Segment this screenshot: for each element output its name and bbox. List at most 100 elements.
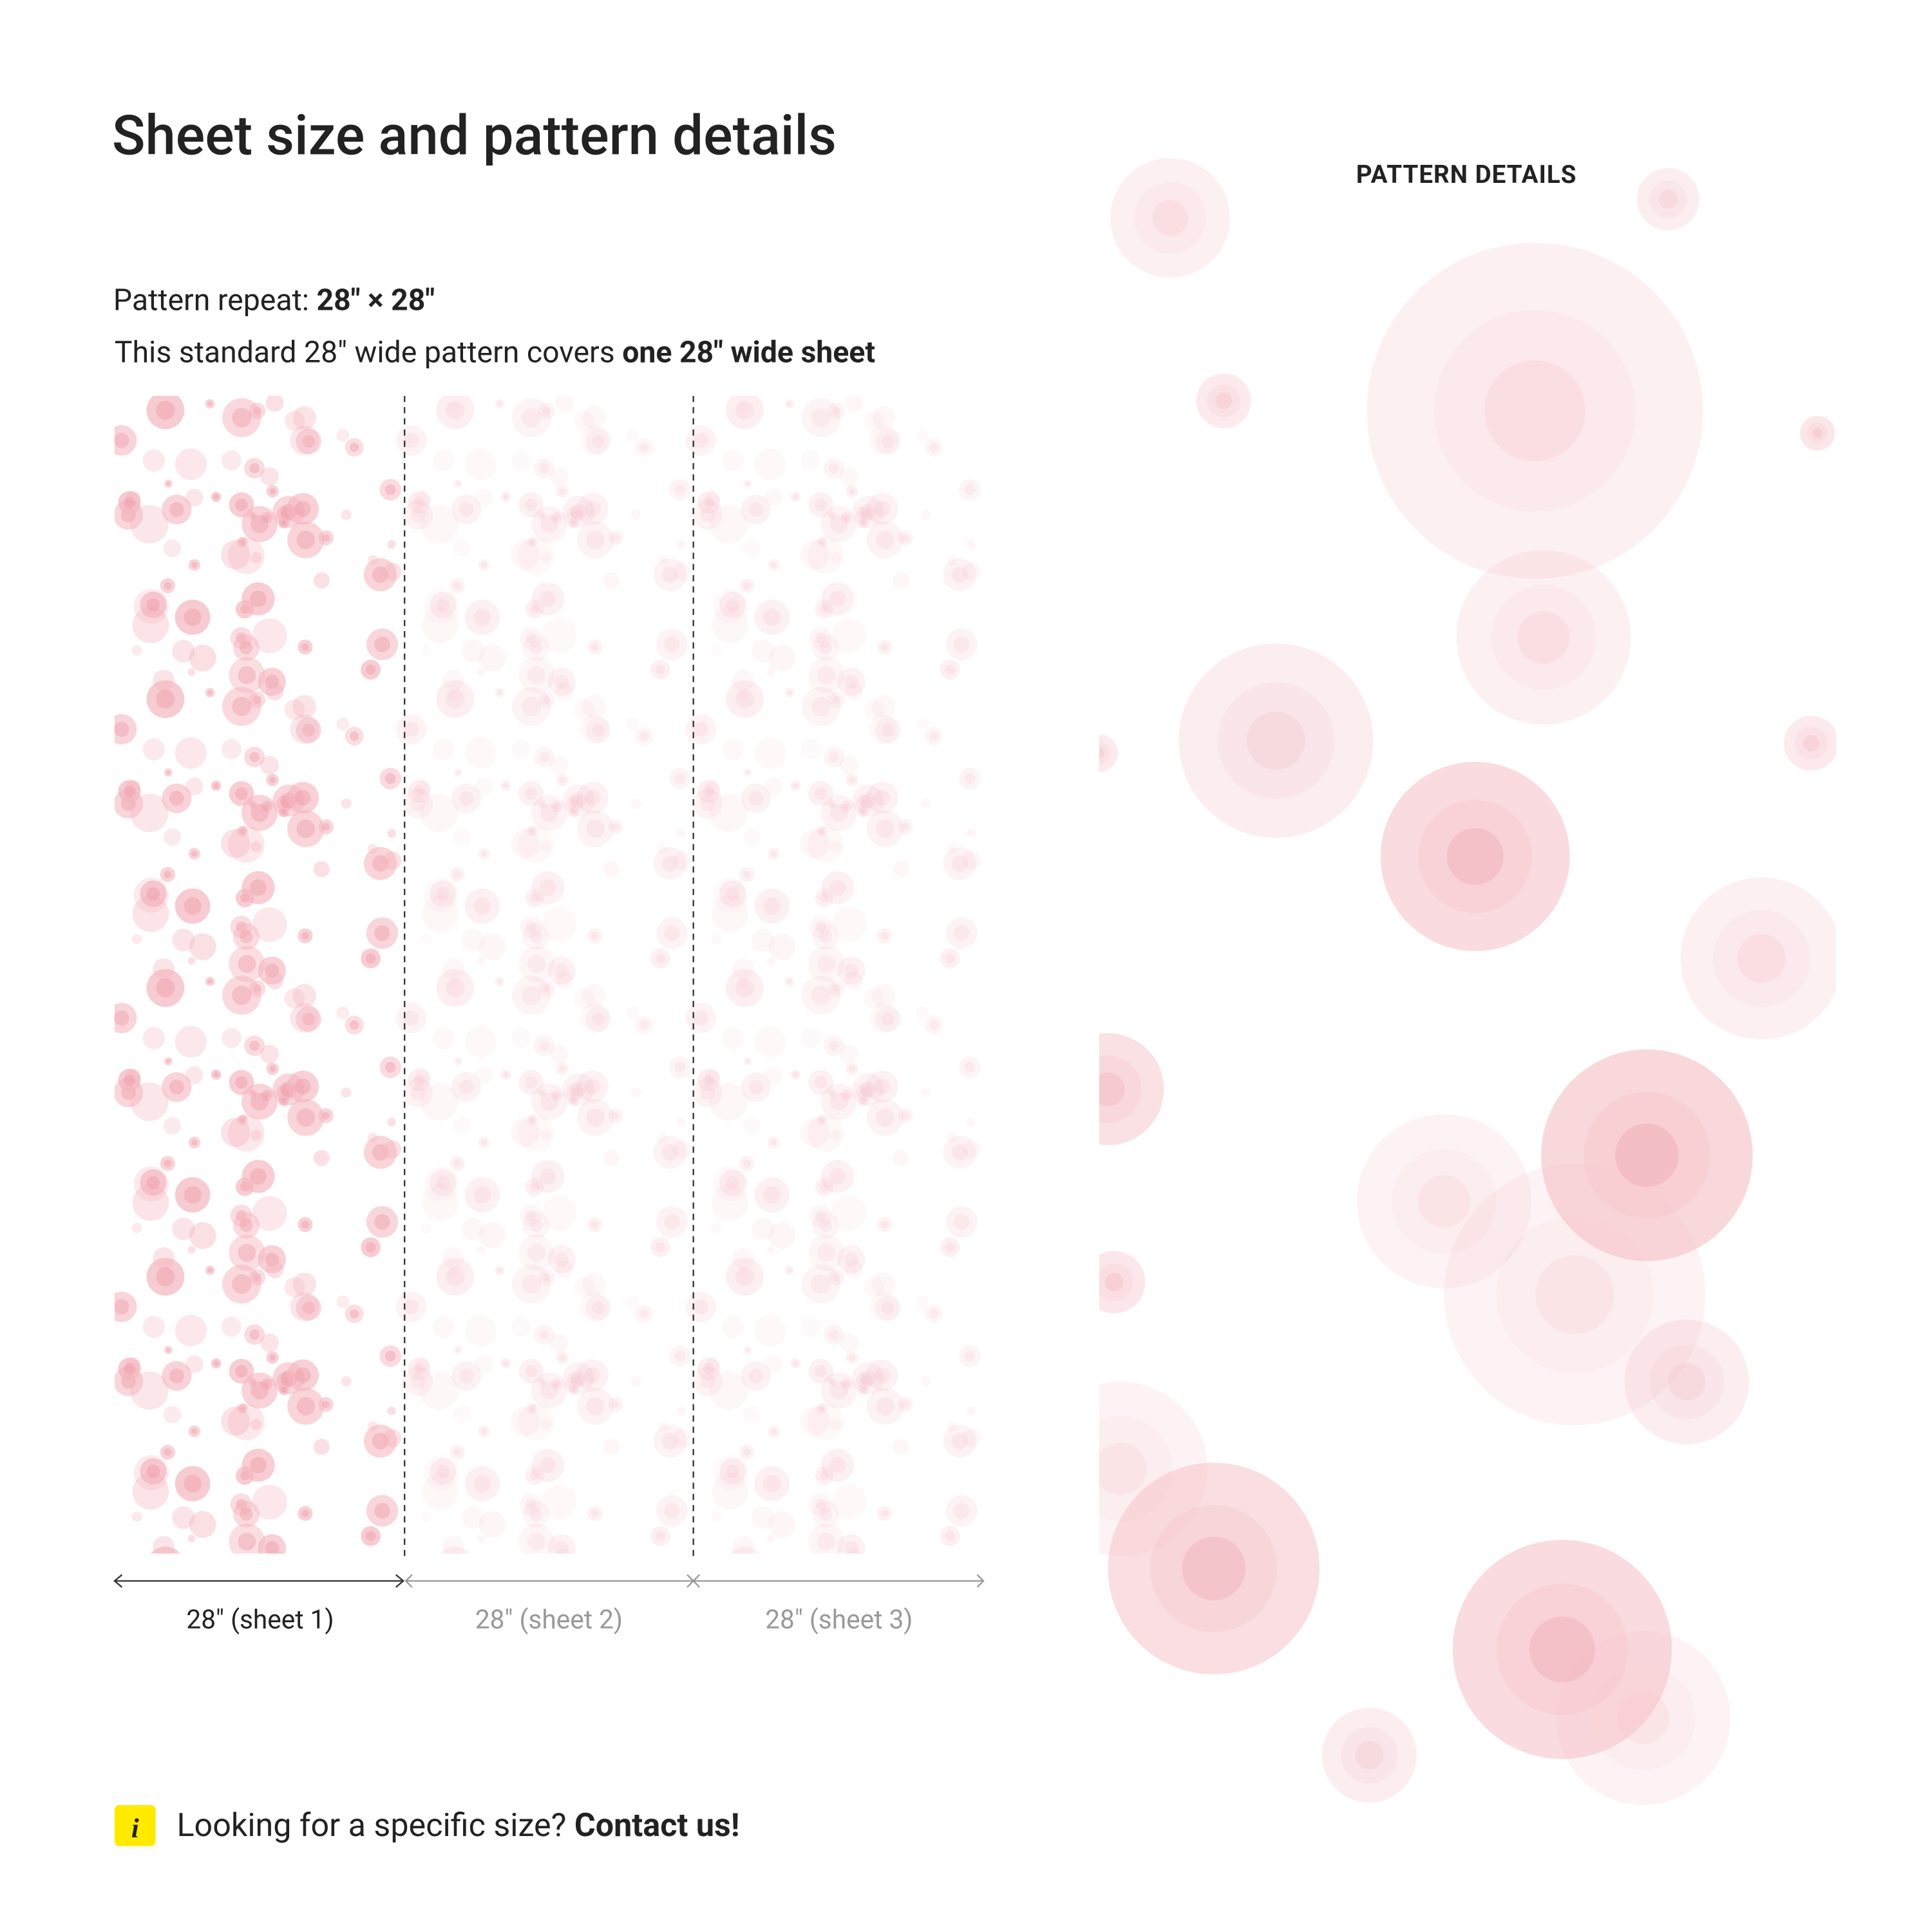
pattern-dot [764, 1066, 783, 1084]
pattern-dot [164, 1345, 173, 1354]
pattern-dot [1217, 682, 1334, 799]
pattern-dot [828, 511, 836, 520]
pattern-dot [855, 1083, 873, 1101]
pattern-dot [497, 979, 502, 984]
pattern-dot [556, 1351, 569, 1364]
pattern-dot [860, 1665, 868, 1674]
pattern-dot [586, 819, 605, 838]
pattern-dot [745, 1348, 750, 1352]
pattern-dot [158, 401, 169, 412]
pattern-dot [551, 511, 563, 524]
pattern-dot [767, 957, 775, 965]
pattern-dot [812, 1790, 838, 1816]
pattern-dot [576, 1099, 614, 1136]
pattern-dot [808, 1235, 845, 1271]
pattern-dot [705, 1357, 720, 1373]
pattern-dot [228, 537, 265, 574]
pattern-dot [473, 897, 491, 915]
pattern-dot [387, 1406, 396, 1416]
pattern-dot [726, 1258, 764, 1296]
pattern-dot [876, 1217, 893, 1233]
pattern-dot [385, 1640, 396, 1651]
pattern-dot [953, 925, 970, 942]
pattern-dot [538, 1378, 547, 1387]
pattern-dot [829, 1418, 842, 1430]
pattern-dot [570, 799, 579, 808]
pattern-dot [361, 1237, 381, 1258]
pattern-dot [436, 1464, 450, 1478]
pattern-dot [829, 1457, 846, 1474]
pattern-dot [556, 1063, 569, 1075]
pattern-dot [415, 491, 430, 506]
pattern-dot [1615, 1123, 1679, 1188]
pattern-dot [236, 1756, 254, 1774]
contact-link[interactable]: Contact us! [574, 1806, 740, 1844]
pattern-dot [240, 539, 245, 545]
pattern-dot [287, 1388, 325, 1425]
pattern-dot [815, 632, 826, 644]
pattern-dot [258, 667, 287, 696]
pattern-dot [962, 562, 981, 582]
pattern-dot [158, 1557, 169, 1567]
pattern-dot [626, 717, 639, 731]
pattern-dot [831, 618, 867, 654]
pattern-dot [284, 410, 305, 431]
pattern-dot [252, 696, 261, 704]
pattern-dot [365, 953, 376, 963]
pattern-dot [823, 458, 844, 478]
pattern-dot [810, 627, 832, 649]
pattern-dot [674, 1350, 686, 1362]
pattern-dot [539, 752, 549, 762]
pattern-dot [787, 1557, 791, 1561]
pattern-dot [540, 802, 545, 807]
pattern-dot [478, 1714, 489, 1726]
pattern-dot [251, 1707, 261, 1718]
pattern-dot [819, 1218, 833, 1233]
pattern-dot [819, 1406, 825, 1412]
pattern-dot [743, 1057, 752, 1066]
pattern-dot [172, 1217, 195, 1240]
pattern-dot [322, 1400, 330, 1408]
pattern-dot [655, 665, 666, 675]
pattern-dot [1452, 1540, 1672, 1759]
pattern-dot [858, 518, 869, 529]
pattern-dot [298, 639, 313, 655]
pattern-dot [784, 1555, 794, 1564]
pattern-dot [559, 488, 565, 495]
pattern-dot [881, 724, 895, 737]
pattern-dot [250, 1746, 267, 1763]
pattern-dot [815, 1210, 826, 1222]
pattern-dot [1456, 550, 1631, 724]
pattern-dot [464, 600, 500, 635]
pattern-dot [832, 696, 841, 704]
pattern-dot [410, 1085, 426, 1100]
pattern-dot [221, 1406, 251, 1436]
pattern-dot [244, 1324, 265, 1345]
pattern-dot [542, 907, 577, 942]
pattern-dot [570, 1081, 587, 1098]
pattern-dot [812, 634, 839, 661]
pattern-dot [849, 1643, 855, 1650]
pattern-dot [945, 1206, 978, 1238]
pattern-dot [817, 1244, 836, 1262]
pattern-dot [542, 696, 551, 704]
pattern-dot [520, 1493, 542, 1516]
pattern-dot [124, 1652, 135, 1663]
pattern-dot [260, 1333, 279, 1352]
pattern-dot [221, 450, 242, 471]
pattern-dot [924, 438, 943, 457]
text: Looking for a specific size? [176, 1806, 574, 1844]
pattern-dot [211, 1647, 222, 1658]
pattern-dot [403, 1077, 433, 1108]
pattern-dot [823, 1036, 844, 1056]
pattern-dot [818, 1553, 824, 1554]
pattern-dot [812, 923, 839, 950]
pattern-dot [477, 668, 486, 676]
pattern-dot [1803, 735, 1820, 752]
pattern-dot [943, 847, 976, 880]
pattern-dot [571, 520, 576, 526]
pattern-dot [929, 1020, 938, 1030]
pattern-dot [522, 634, 549, 661]
pattern-dot [705, 780, 720, 795]
